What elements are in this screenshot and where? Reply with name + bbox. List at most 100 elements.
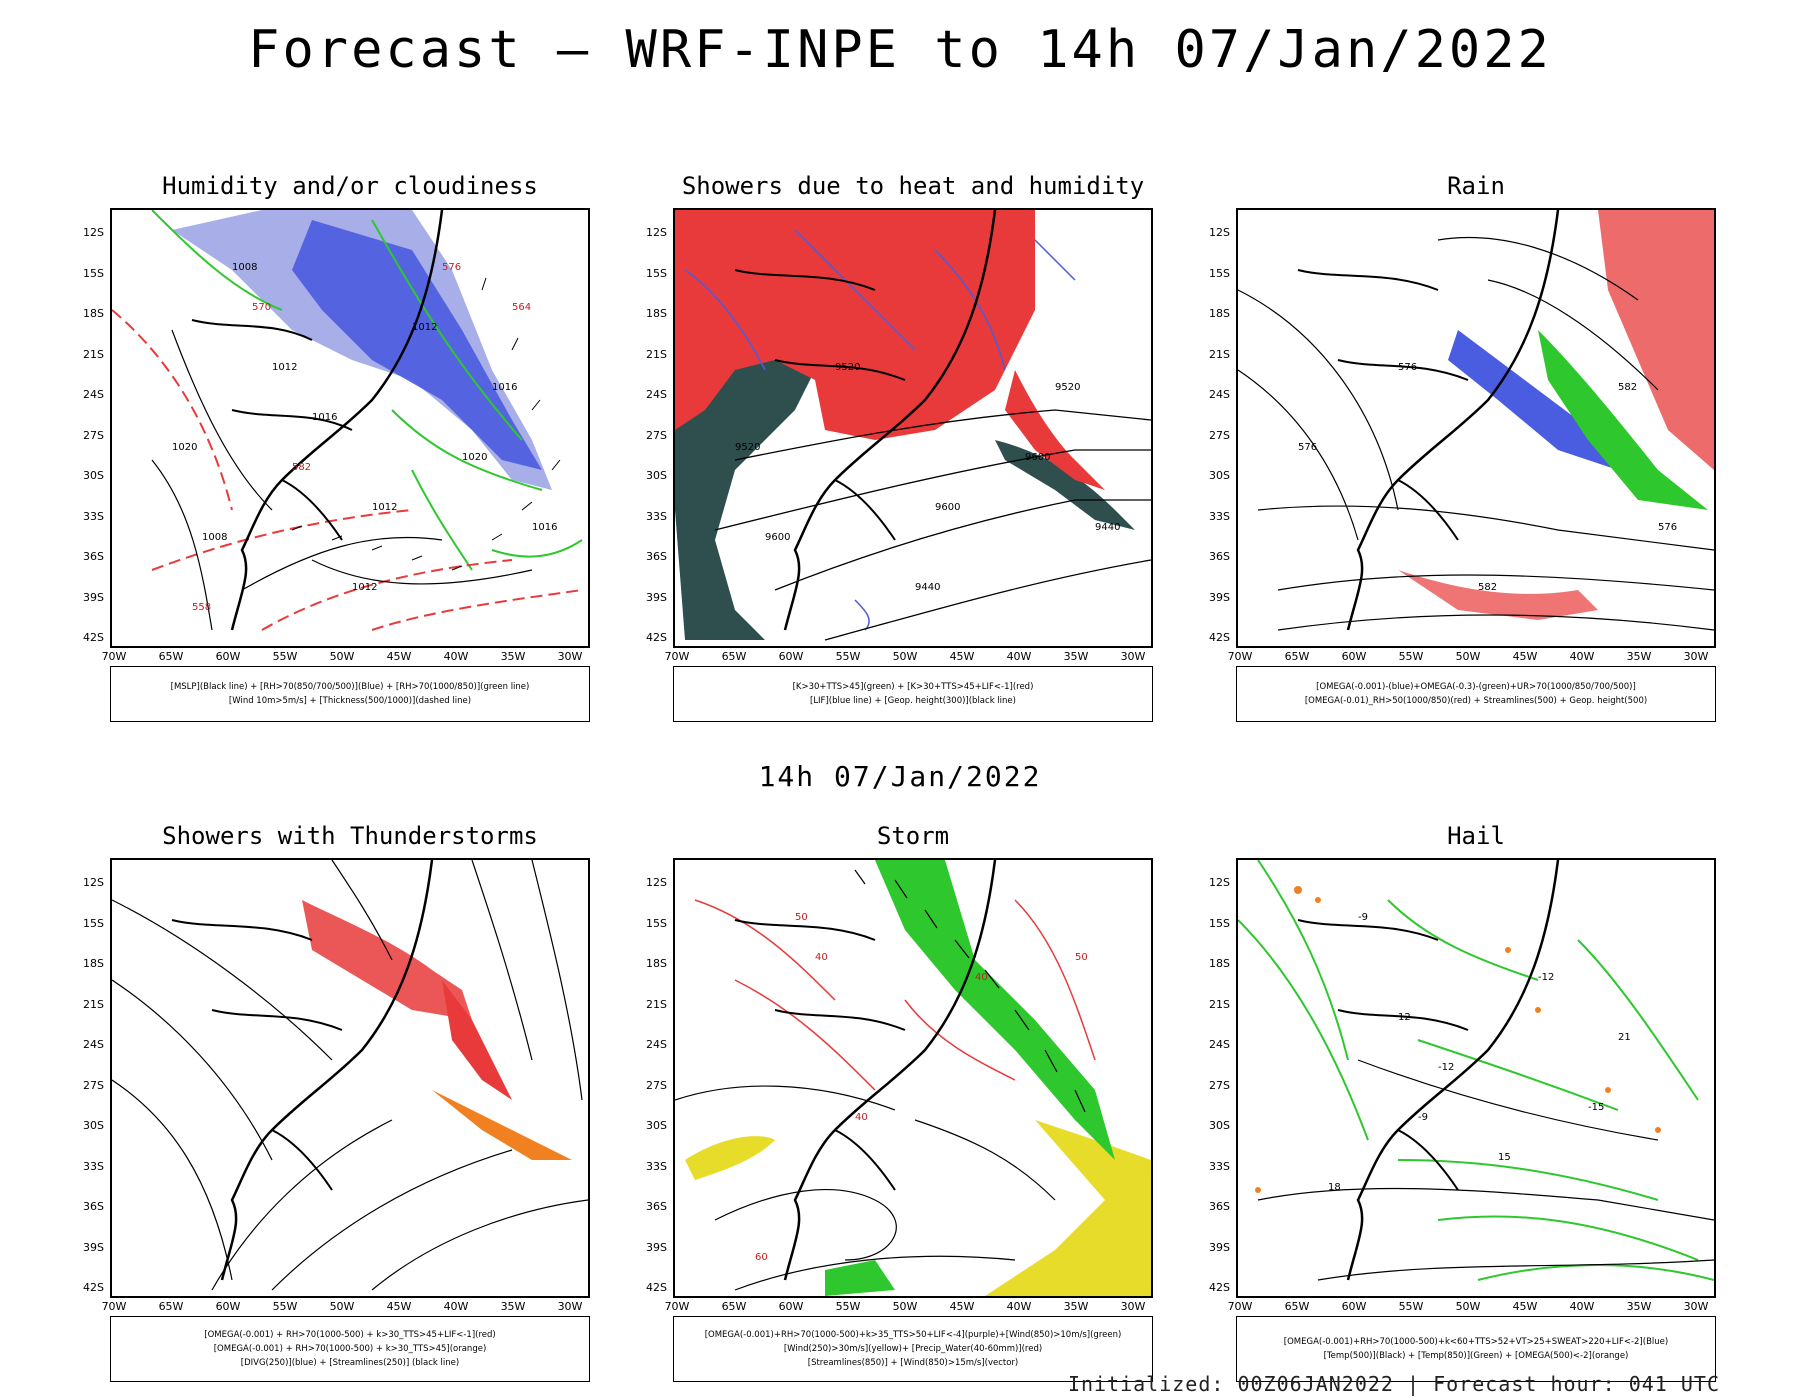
red-convection-area	[302, 900, 472, 1020]
legend-line: [OMEGA(-0.001) + RH>70(1000-500) + k>30_…	[204, 1330, 496, 1340]
lon-tick-label: 50W	[892, 1300, 918, 1313]
lat-axis: 12S 15S 18S 21S 24S 27S 30S 33S 36S 39S 42S	[631, 858, 671, 1298]
lon-tick-label: 60W	[215, 650, 241, 663]
lon-tick-label: 40W	[1006, 650, 1032, 663]
lat-tick-label: 39S	[83, 590, 104, 604]
yellow-jet-west	[685, 1136, 775, 1180]
contour-label: 1012	[412, 322, 437, 333]
lat-tick-label: 15S	[646, 266, 667, 280]
coastline	[230, 210, 444, 631]
orange-omega-spots	[1255, 886, 1661, 1193]
contour-label: 1012	[372, 502, 397, 513]
lat-tick-label: 42S	[83, 1281, 104, 1294]
lon-tick-label: 50W	[1455, 650, 1481, 663]
map-hail[interactable]: -9 -9 -12 -12 -15 15 18 21 12	[1236, 858, 1716, 1298]
coastline	[1346, 860, 1560, 1281]
legend-line: [Streamlines(850)] + [Wind(850)>15m/s](v…	[807, 1358, 1019, 1368]
contour-label: 582	[1618, 382, 1637, 393]
coastline	[783, 210, 997, 631]
map-canvas: 9600 9600 9600 9520 9520 9520 9440 9440	[675, 210, 1151, 641]
contour-label: 1008	[232, 262, 257, 273]
borders	[171, 919, 343, 1191]
contour-label: 576	[442, 262, 461, 273]
legend-line: [Wind 10m>5m/s] + [Thickness(500/1000)](…	[228, 696, 472, 706]
contour-label: 1012	[352, 582, 377, 593]
contour-label: 15	[1498, 1152, 1511, 1163]
lon-tick-label: 35W	[1063, 1300, 1089, 1313]
blue-omega-area	[1448, 330, 1618, 470]
lat-tick-label: 30S	[646, 1119, 667, 1132]
lat-tick-label: 30S	[1209, 469, 1230, 482]
red-dashed-thickness	[112, 309, 583, 631]
lat-tick-label: 27S	[83, 428, 104, 442]
borders	[191, 319, 353, 541]
map-rain[interactable]: 582 576 576 576 582	[1236, 208, 1716, 648]
lat-tick-label: 24S	[1209, 1038, 1230, 1051]
lat-axis: 12S 15S 18S 21S 24S 27S 30S 33S 36S 39S 42S	[68, 208, 108, 648]
map-humidity[interactable]: 1008 1012 1016 1020 1012 1008 1016 1012 1020 1016…	[110, 208, 590, 648]
lon-tick-label: 60W	[1341, 650, 1367, 663]
lat-tick-label: 21S	[646, 997, 667, 1011]
lon-axis: 70W 65W 60W 55W 50W 45W 40W 35W 30W	[665, 1300, 1153, 1316]
legend-line: [K>30+TTS>45](green) + [K>30+TTS>45+LIF<…	[792, 682, 1034, 692]
contour-label: 1012	[272, 362, 297, 373]
lat-tick-label: 39S	[646, 590, 667, 604]
map-showers-heat[interactable]: 9600 9600 9600 9520 9520 9520 9440 9440	[673, 208, 1153, 648]
lon-tick-label: 30W	[557, 1300, 583, 1313]
valid-time-subtitle: 14h 07/Jan/2022	[758, 760, 1042, 793]
precip-water-red-lines	[694, 899, 1096, 1091]
map-canvas: 1008 1012 1016 1020 1012 1008 1016 1012 1020 1016…	[112, 210, 583, 631]
lat-tick-label: 42S	[646, 631, 667, 644]
lon-tick-label: 55W	[1398, 650, 1424, 663]
lon-tick-label: 55W	[835, 1300, 861, 1313]
contour-label: 576	[1398, 362, 1417, 373]
lat-tick-label: 21S	[1209, 347, 1230, 361]
lon-tick-label: 70W	[101, 1300, 127, 1313]
lat-tick-label: 12S	[83, 876, 104, 889]
contour-label: 558	[192, 602, 211, 613]
lat-tick-label: 39S	[1209, 1240, 1230, 1254]
red-convection-band	[442, 980, 512, 1100]
lon-tick-label: 50W	[329, 1300, 355, 1313]
lon-tick-label: 70W	[664, 650, 690, 663]
lon-tick-label: 45W	[949, 650, 975, 663]
lat-tick-label: 21S	[83, 347, 104, 361]
lon-tick-label: 40W	[1569, 1300, 1595, 1313]
contour-label: 582	[1478, 582, 1497, 593]
contour-label: 564	[512, 302, 531, 313]
lat-tick-label: 27S	[1209, 428, 1230, 442]
contour-label: -9	[1418, 1112, 1428, 1123]
lat-tick-label: 33S	[646, 1159, 667, 1173]
lon-tick-label: 40W	[443, 1300, 469, 1313]
contour-label: 9440	[915, 582, 940, 593]
streamlines	[112, 860, 588, 1291]
temp500-black-lines	[1257, 1059, 1714, 1281]
contour-label: 40	[975, 972, 988, 983]
contour-label: 9600	[935, 502, 960, 513]
contour-label: 1016	[532, 522, 557, 533]
lat-tick-label: 24S	[646, 388, 667, 401]
lat-tick-label: 30S	[83, 469, 104, 482]
legend-line: [Temp(500)](Black) + [Temp(850)](Green) …	[1323, 1351, 1629, 1361]
lon-axis: 70W 65W 60W 55W 50W 45W 40W 35W 30W	[1228, 1300, 1716, 1316]
lon-tick-label: 65W	[1284, 650, 1310, 663]
coastline	[783, 860, 997, 1281]
map-storm[interactable]: 40 50 60 40 50 40	[673, 858, 1153, 1298]
legend-line: [Wind(250)>30m/s](yellow)+ [Precip_Water…	[783, 1344, 1043, 1354]
contour-label: 9440	[1095, 522, 1120, 533]
lat-tick-label: 39S	[646, 1240, 667, 1254]
lon-tick-label: 45W	[1512, 1300, 1538, 1313]
lon-tick-label: 45W	[949, 1300, 975, 1313]
contour-label: 40	[815, 952, 828, 963]
lat-tick-label: 33S	[646, 509, 667, 523]
green-lowlevel-jet	[875, 860, 1115, 1160]
borders	[1297, 919, 1469, 1191]
borders	[734, 269, 906, 541]
lon-tick-label: 45W	[386, 1300, 412, 1313]
green-omega-area	[1538, 330, 1708, 510]
map-thunderstorms[interactable]	[110, 858, 590, 1298]
lon-tick-label: 40W	[443, 650, 469, 663]
orange-convection-band	[432, 1090, 572, 1160]
lat-tick-label: 30S	[83, 1119, 104, 1132]
lon-tick-label: 60W	[778, 650, 804, 663]
